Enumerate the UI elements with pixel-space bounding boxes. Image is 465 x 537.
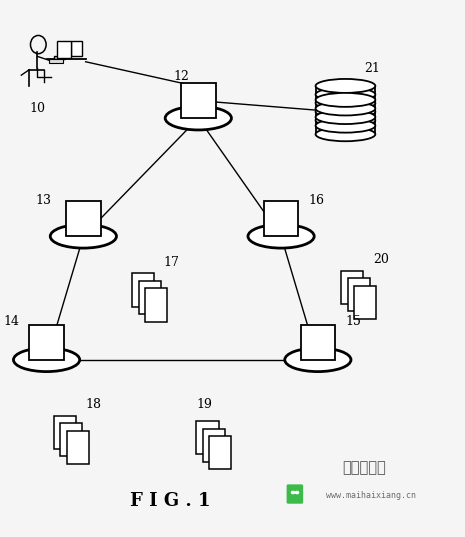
Ellipse shape [316,101,375,115]
Bar [300,325,335,360]
Text: 18: 18 [86,398,102,411]
FancyBboxPatch shape [286,484,303,504]
Ellipse shape [316,105,375,119]
Ellipse shape [316,93,375,107]
Text: www.maihaixiang.cn: www.maihaixiang.cn [326,491,416,500]
Bar [49,59,63,63]
Text: 13: 13 [35,194,51,207]
Bar [348,278,370,311]
Ellipse shape [165,106,232,130]
Bar [132,273,154,307]
Bar [145,288,167,322]
Ellipse shape [316,127,375,141]
Text: 14: 14 [3,315,19,328]
Bar [197,421,219,454]
Text: 12: 12 [173,70,189,83]
Text: 16: 16 [309,194,325,207]
Text: 17: 17 [164,256,179,268]
Text: 10: 10 [29,102,46,115]
Bar [181,83,216,118]
Ellipse shape [316,113,375,127]
Bar [264,201,299,236]
Ellipse shape [50,224,116,248]
Bar [71,41,82,56]
Bar [29,325,64,360]
Bar [209,436,232,469]
Bar [66,201,100,236]
Bar [57,41,71,58]
Ellipse shape [13,348,80,372]
Bar [67,431,89,464]
Ellipse shape [316,96,375,110]
Ellipse shape [316,79,375,93]
Text: 19: 19 [196,398,212,411]
Bar [60,423,82,456]
Bar [139,281,160,314]
Bar [354,286,376,319]
Text: 20: 20 [373,253,389,266]
Text: 21: 21 [364,62,380,75]
Text: 马海祥博客: 马海祥博客 [342,460,385,475]
Bar [203,429,225,462]
Ellipse shape [316,110,375,124]
Text: 15: 15 [345,315,361,328]
Bar [54,416,76,449]
Bar [341,271,363,304]
Ellipse shape [316,119,375,133]
Ellipse shape [248,224,314,248]
Ellipse shape [285,348,351,372]
Bar [54,56,66,59]
Ellipse shape [316,88,375,101]
Text: F I G . 1: F I G . 1 [131,492,211,510]
